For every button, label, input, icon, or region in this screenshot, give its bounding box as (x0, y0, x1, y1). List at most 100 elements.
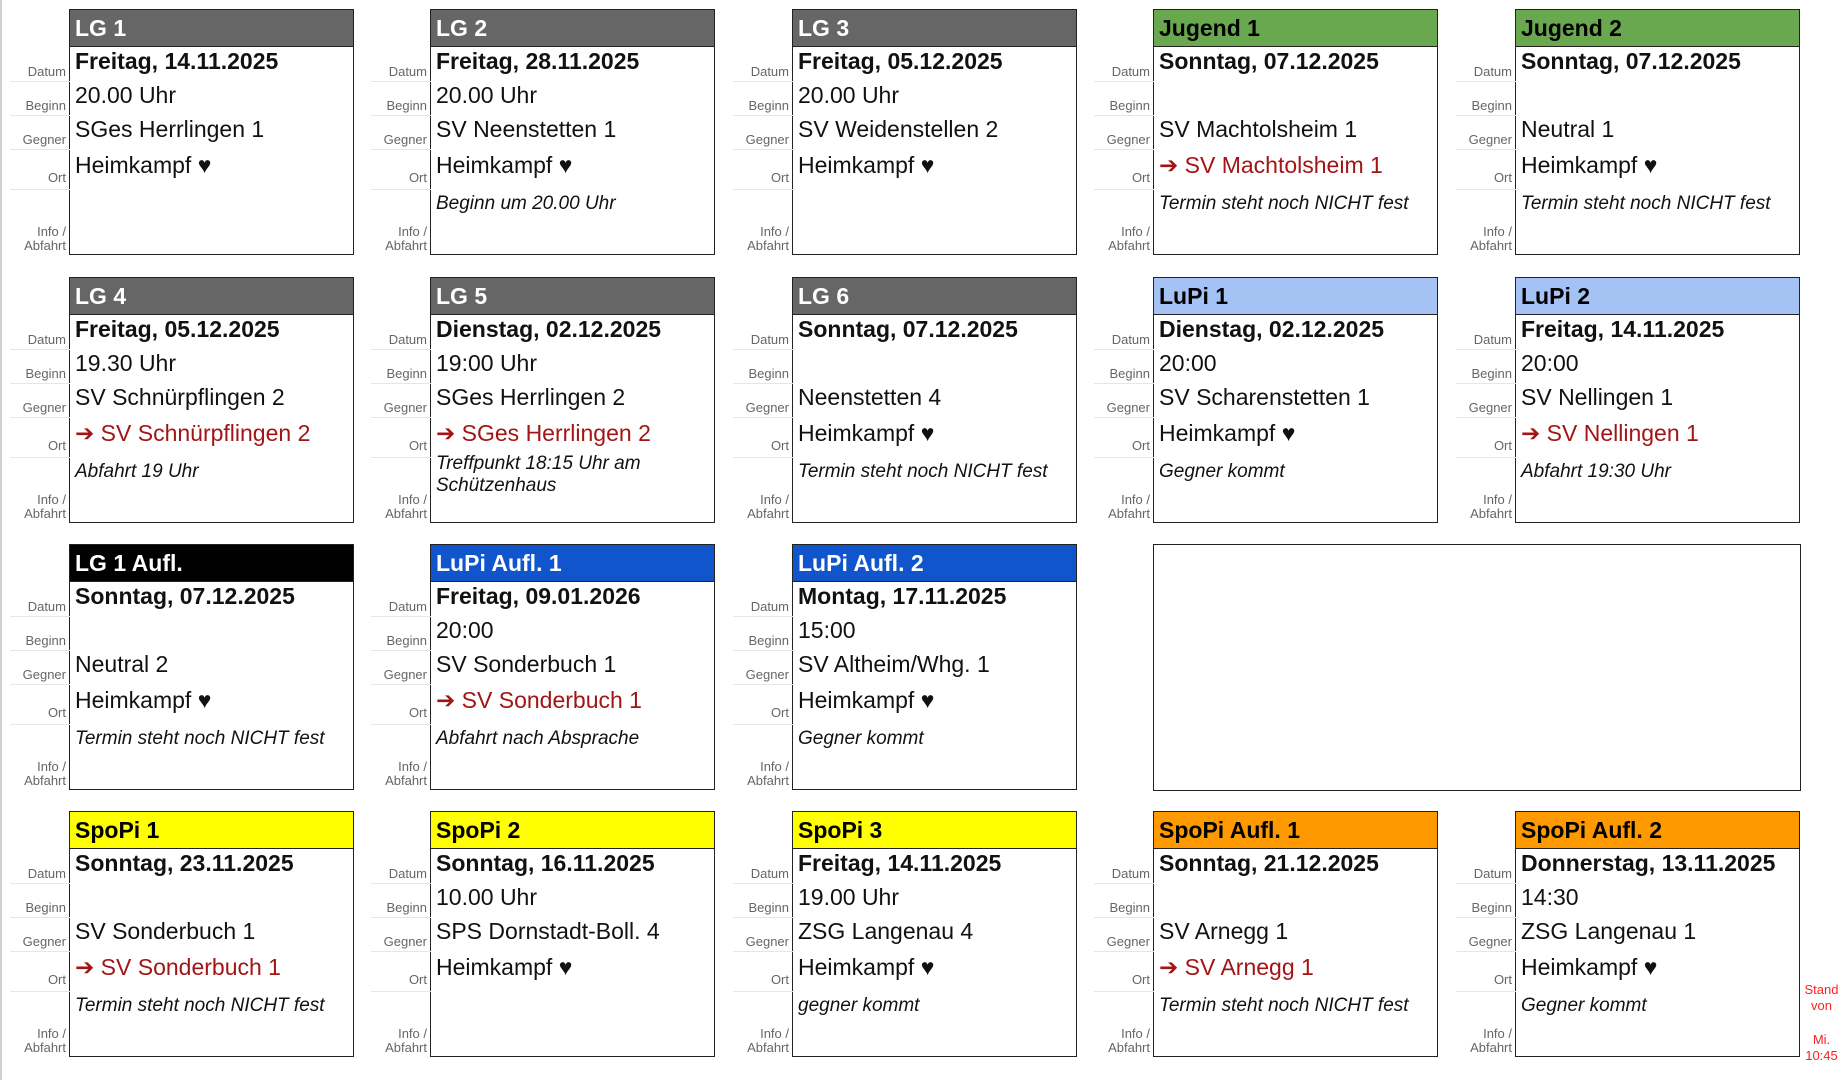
datum-value: Montag, 17.11.2025 (798, 583, 1007, 609)
abfahrt-label-text: Abfahrt (1470, 238, 1512, 253)
datum-row: Datum Sonntag, 07.12.2025 (1474, 47, 1799, 81)
info-label-text: Info / (398, 759, 427, 774)
ort-row: Ort ➔ SV Arnegg 1 (1094, 951, 1437, 991)
row-divider (371, 650, 431, 651)
beginn-row: Beginn (1456, 81, 1799, 115)
stand-day: Mi. (1812, 1032, 1831, 1047)
info-label-text: Info / (398, 224, 427, 239)
beginn-value: 20:00 (1159, 350, 1217, 376)
team-header: LG 4 (70, 278, 353, 315)
info-row: Info / Abfahrt Abfahrt 19 Uhr (10, 457, 353, 523)
row-divider (1094, 383, 1154, 384)
team-header: SpoPi 1 (70, 812, 353, 849)
team-header: Jugend 1 (1154, 10, 1437, 47)
gegner-label: Gegner (22, 934, 66, 949)
ort-value: Heimkampf ♥ (1521, 954, 1658, 980)
info-row: Info / Abfahrt Termin steht noch NICHT fes… (10, 724, 353, 790)
beginn-value: 19:00 Uhr (436, 350, 538, 376)
gegner-row: Gegner SV Altheim/Whg. 1 (733, 650, 1076, 684)
info-row: Info / Abfahrt Termin steht noch NICHT fes… (1456, 189, 1799, 255)
datum-label: Datum (750, 332, 789, 347)
datum-row: Datum Freitag, 28.11.2025 (389, 47, 714, 81)
ort-value: Heimkampf ♥ (75, 687, 212, 713)
beginn-label: Beginn (386, 633, 427, 648)
info-label-text: Info / (1483, 1026, 1512, 1041)
row-divider (371, 149, 431, 150)
beginn-label: Beginn (1109, 900, 1150, 915)
info-label: Info / Abfahrt (1470, 493, 1512, 521)
beginn-row: Beginn 20:00 (1094, 349, 1437, 383)
info-row: Info / Abfahrt Treffpunkt 18:15 Uhr am Sch… (371, 453, 714, 523)
datum-value: Freitag, 14.11.2025 (798, 850, 1002, 876)
gegner-label: Gegner (383, 934, 427, 949)
beginn-row: Beginn 20:00 (371, 616, 714, 650)
gegner-label: Gegner (1468, 132, 1512, 147)
team-card: SpoPi Aufl. 1 Datum Sonntag, 21.12.2025 Beg… (1094, 811, 1438, 1057)
card-box: LuPi Aufl. 2 Datum Montag, 17.11.2025 Begin… (733, 544, 1077, 790)
info-value: Abfahrt 19:30 Uhr (1521, 461, 1671, 482)
card-box: SpoPi 3 Datum Freitag, 14.11.2025 Beginn 19.… (733, 811, 1077, 1057)
info-label: Info / Abfahrt (1108, 493, 1150, 521)
beginn-label: Beginn (748, 98, 789, 113)
team-card: LG 6 Datum Sonntag, 07.12.2025 Beginn Gegner… (733, 277, 1077, 523)
datum-row: Datum Freitag, 09.01.2026 (389, 582, 714, 616)
row-divider (10, 724, 70, 725)
row-divider (1094, 81, 1154, 82)
info-label: Info / Abfahrt (24, 760, 66, 788)
datum-value: Dienstag, 02.12.2025 (436, 316, 662, 342)
row-divider (1094, 917, 1154, 918)
datum-row: Datum Sonntag, 23.11.2025 (28, 849, 353, 883)
abfahrt-label-text: Abfahrt (385, 506, 427, 521)
datum-value: Dienstag, 02.12.2025 (1159, 316, 1385, 342)
row-divider (371, 616, 431, 617)
datum-row: Datum Sonntag, 21.12.2025 (1112, 849, 1437, 883)
row-divider (1456, 149, 1516, 150)
datum-value: Freitag, 05.12.2025 (75, 316, 280, 342)
card-box: LG 4 Datum Freitag, 05.12.2025 Beginn 19.30 … (10, 277, 354, 523)
team-header: Jugend 2 (1516, 10, 1799, 47)
datum-label: Datum (1111, 866, 1150, 881)
beginn-label: Beginn (25, 366, 66, 381)
gegner-row: Gegner ZSG Langenau 1 (1456, 917, 1799, 951)
team-header: SpoPi 3 (793, 812, 1076, 849)
datum-value: Sonntag, 07.12.2025 (1159, 48, 1379, 74)
gegner-value: SGes Herrlingen 2 (436, 384, 626, 410)
card-box: SpoPi Aufl. 2 Datum Donnerstag, 13.11.2025… (1456, 811, 1800, 1057)
team-card: LuPi 2 Datum Freitag, 14.11.2025 Beginn 20:0… (1456, 277, 1800, 523)
datum-label: Datum (750, 866, 789, 881)
gegner-label: Gegner (383, 400, 427, 415)
row-divider (1094, 417, 1154, 418)
beginn-label: Beginn (386, 900, 427, 915)
gegner-value: SV Machtolsheim 1 (1159, 116, 1358, 142)
datum-row: Datum Freitag, 05.12.2025 (28, 315, 353, 349)
card-box: Jugend 2 Datum Sonntag, 07.12.2025 Beginn Ge… (1456, 9, 1800, 255)
team-header: LuPi Aufl. 1 (431, 545, 714, 582)
info-value: Termin steht noch NICHT fest (1521, 193, 1771, 214)
info-label: Info / Abfahrt (385, 1027, 427, 1055)
info-label-text: Info / (760, 492, 789, 507)
gegner-value: Neutral 1 (1521, 116, 1615, 142)
team-header: LG 6 (793, 278, 1076, 315)
info-label: Info / Abfahrt (24, 225, 66, 253)
row-divider (371, 189, 431, 190)
datum-label: Datum (27, 599, 66, 614)
row-divider (371, 917, 431, 918)
gegner-value: SV Weidenstellen 2 (798, 116, 999, 142)
datum-row: Datum Freitag, 14.11.2025 (751, 849, 1076, 883)
beginn-label: Beginn (1471, 366, 1512, 381)
row-divider (1456, 457, 1516, 458)
datum-row: Datum Sonntag, 07.12.2025 (751, 315, 1076, 349)
info-row: Info / Abfahrt (733, 189, 1076, 255)
gegner-label: Gegner (745, 934, 789, 949)
info-label-text: Info / (37, 1026, 66, 1041)
row-divider (733, 684, 793, 685)
abfahrt-label-text: Abfahrt (1470, 506, 1512, 521)
beginn-label: Beginn (25, 900, 66, 915)
card-box: LG 3 Datum Freitag, 05.12.2025 Beginn 20.00 … (733, 9, 1077, 255)
beginn-value: 15:00 (798, 617, 856, 643)
abfahrt-label-text: Abfahrt (747, 773, 789, 788)
stand-time: 10:45 (1805, 1048, 1838, 1063)
gegner-value: ZSG Langenau 4 (798, 918, 974, 944)
row-divider (10, 349, 70, 350)
team-header: LG 5 (431, 278, 714, 315)
